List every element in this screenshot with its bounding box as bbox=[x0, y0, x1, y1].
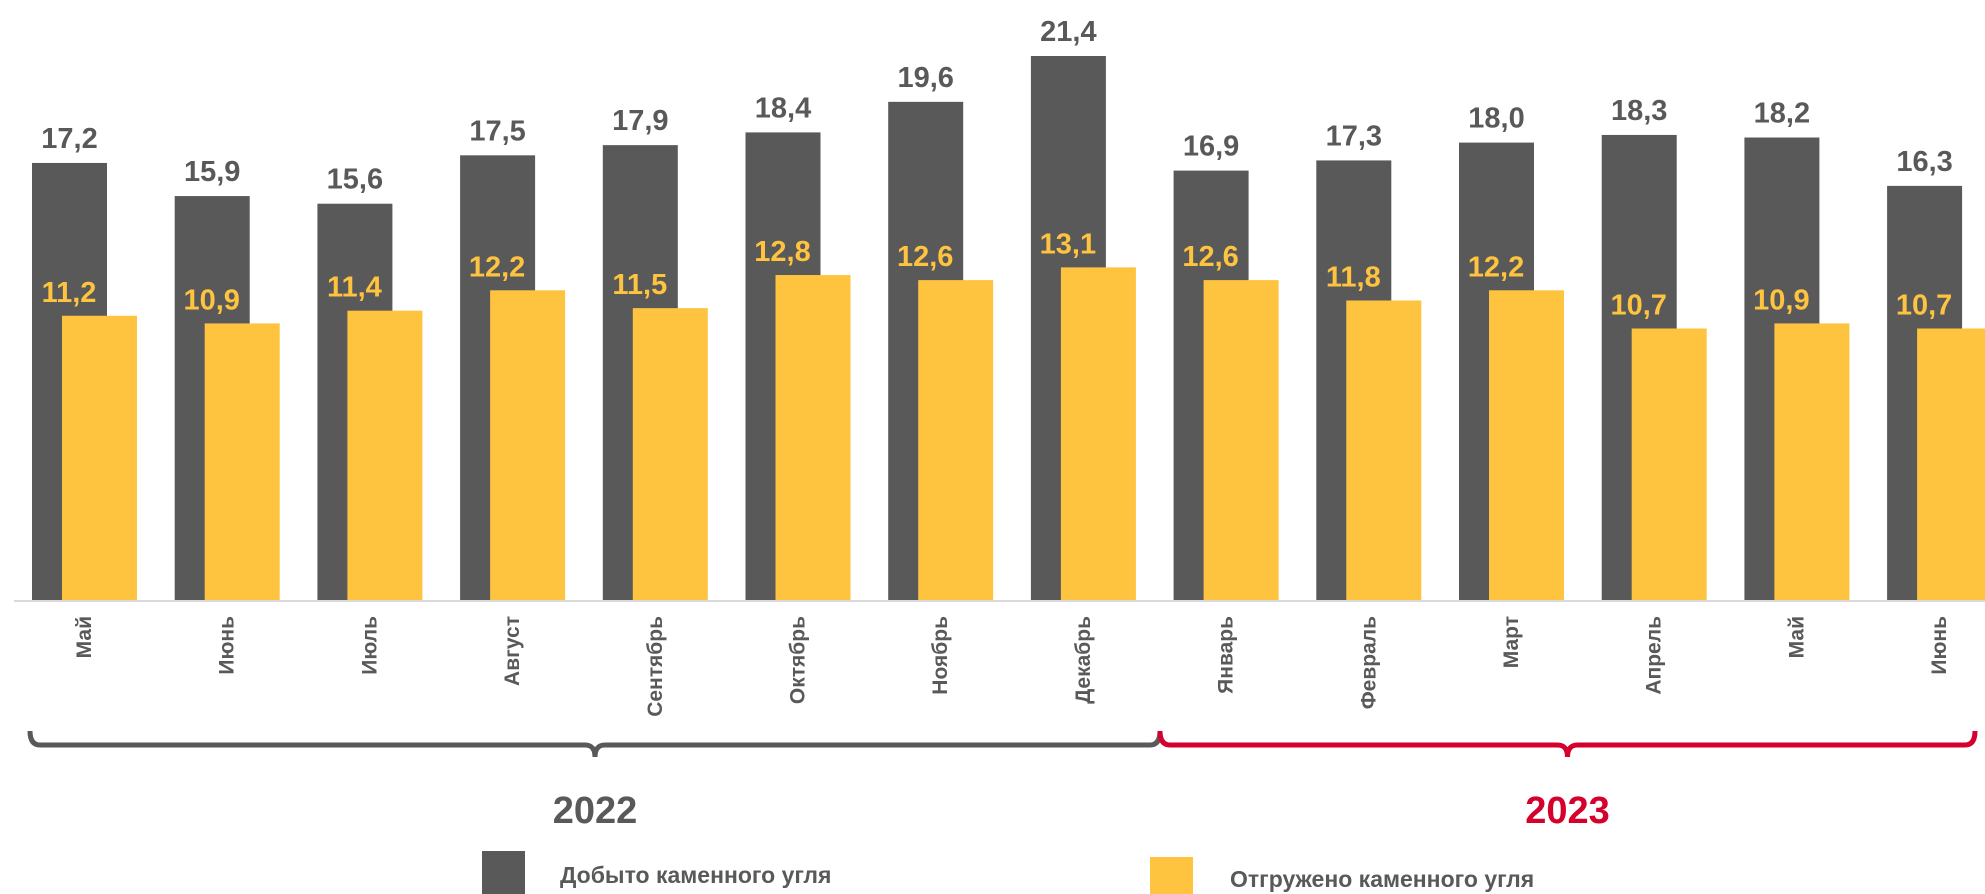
value-label-mined-11: 18,3 bbox=[1611, 95, 1667, 127]
month-label-9: Февраль bbox=[1357, 616, 1380, 709]
value-label-mined-1: 15,9 bbox=[184, 156, 240, 188]
bar-shipped-4 bbox=[632, 308, 708, 601]
year-bracket-2023 bbox=[1157, 730, 1978, 758]
bar-shipped-5 bbox=[775, 275, 851, 601]
value-label-mined-9: 17,3 bbox=[1326, 120, 1382, 152]
bar-shipped-8 bbox=[1203, 280, 1279, 601]
bar-shipped-1 bbox=[204, 323, 280, 601]
value-label-shipped-11: 10,7 bbox=[1610, 290, 1666, 322]
value-label-shipped-8: 12,6 bbox=[1182, 241, 1238, 273]
bar-shipped-13 bbox=[1917, 328, 1985, 601]
value-label-mined-10: 18,0 bbox=[1468, 103, 1524, 135]
value-label-shipped-9: 11,8 bbox=[1326, 261, 1381, 293]
value-label-mined-4: 17,9 bbox=[612, 105, 668, 137]
value-label-shipped-5: 12,8 bbox=[754, 236, 810, 268]
month-label-3: Август bbox=[501, 616, 524, 686]
value-label-mined-0: 17,2 bbox=[41, 123, 97, 155]
value-label-mined-2: 15,6 bbox=[327, 164, 383, 196]
legend-swatch-shipped bbox=[1150, 857, 1193, 894]
value-labels-layer: 17,2 11,2 15,9 10,9 15,6 11,4 17,5 12,2 17,9 11,5… bbox=[41, 16, 1953, 322]
bars-layer bbox=[32, 56, 1985, 602]
month-label-11: Апрель bbox=[1643, 616, 1666, 695]
value-label-shipped-4: 11,5 bbox=[612, 269, 667, 301]
value-label-shipped-1: 10,9 bbox=[183, 284, 239, 316]
month-label-7: Декабрь bbox=[1072, 616, 1095, 704]
value-label-mined-5: 18,4 bbox=[755, 92, 811, 124]
value-label-shipped-7: 13,1 bbox=[1040, 228, 1096, 260]
bar-shipped-0 bbox=[62, 315, 137, 601]
month-label-5: Октябрь bbox=[787, 616, 810, 704]
value-label-mined-7: 21,4 bbox=[1040, 16, 1096, 48]
bar-shipped-2 bbox=[347, 310, 423, 601]
year-groups-layer: 2022 2023 bbox=[27, 730, 1978, 832]
value-label-shipped-12: 10,9 bbox=[1753, 284, 1809, 316]
value-label-mined-3: 17,5 bbox=[469, 115, 525, 147]
bar-shipped-10 bbox=[1489, 290, 1564, 601]
bar-shipped-11 bbox=[1631, 328, 1707, 601]
legend-label-mined: Добыто каменного угля bbox=[560, 862, 831, 888]
month-label-10: Март bbox=[1500, 616, 1523, 668]
value-label-shipped-6: 12,6 bbox=[897, 241, 953, 273]
value-label-shipped-0: 11,2 bbox=[42, 277, 97, 309]
value-label-shipped-2: 11,4 bbox=[327, 272, 382, 304]
value-label-mined-13: 16,3 bbox=[1896, 146, 1952, 178]
value-label-shipped-3: 12,2 bbox=[469, 251, 525, 283]
month-label-0: Май bbox=[73, 616, 96, 658]
month-label-4: Сентябрь bbox=[644, 616, 667, 717]
bar-shipped-6 bbox=[918, 280, 994, 601]
legend-swatch-mined bbox=[482, 851, 525, 894]
value-label-shipped-13: 10,7 bbox=[1896, 290, 1952, 322]
month-labels-layer: Май Июнь Июль Август Сентябрь Октябрь Ноябрь Де… bbox=[73, 616, 1951, 717]
bar-shipped-7 bbox=[1060, 267, 1136, 601]
month-label-12: Май bbox=[1785, 616, 1808, 658]
year-label-2022: 2022 bbox=[553, 790, 638, 832]
month-label-6: Ноябрь bbox=[929, 616, 952, 695]
value-label-mined-6: 19,6 bbox=[897, 62, 953, 94]
legend-label-shipped: Отгружено каменного угля bbox=[1230, 866, 1534, 892]
bar-shipped-12 bbox=[1774, 323, 1850, 601]
value-label-mined-12: 18,2 bbox=[1754, 97, 1810, 129]
year-bracket-2022 bbox=[27, 730, 1163, 758]
bar-shipped-9 bbox=[1346, 300, 1422, 601]
value-label-mined-8: 16,9 bbox=[1183, 131, 1239, 163]
value-label-shipped-10: 12,2 bbox=[1468, 251, 1524, 283]
legend: Добыто каменного угля Отгружено каменног… bbox=[482, 851, 1534, 894]
month-label-1: Июнь bbox=[216, 616, 239, 675]
year-label-2023: 2023 bbox=[1525, 790, 1610, 832]
month-label-8: Январь bbox=[1215, 616, 1238, 694]
bar-shipped-3 bbox=[490, 290, 566, 601]
month-label-13: Июнь bbox=[1928, 616, 1951, 675]
month-label-2: Июль bbox=[358, 616, 381, 675]
